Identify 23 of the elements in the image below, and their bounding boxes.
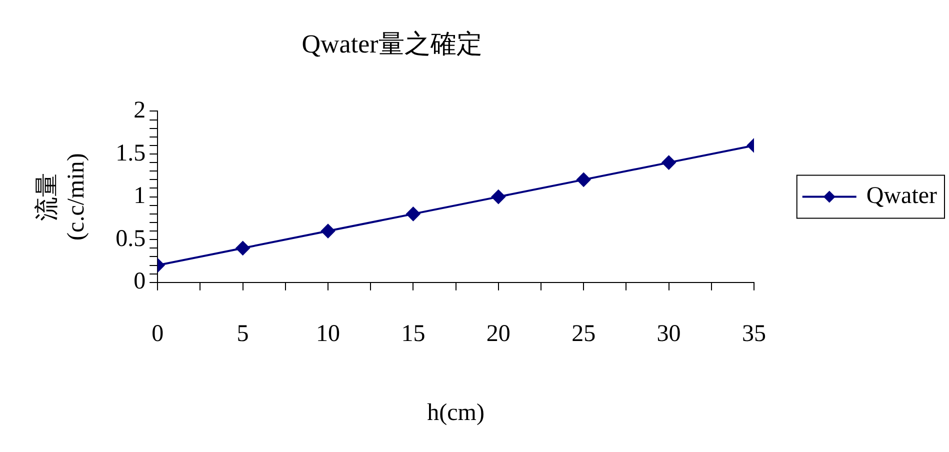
x-tick-label: 30 — [656, 321, 681, 348]
y-tick-label: 0 — [134, 268, 146, 295]
point — [406, 206, 420, 221]
point — [321, 224, 335, 238]
y-tick-label: 1.5 — [116, 140, 146, 166]
legend-label: Qwater — [866, 183, 938, 210]
x-tick-label: 25 — [572, 321, 596, 348]
y-tick-label: 0.5 — [116, 226, 146, 252]
x-tick-label: 15 — [401, 321, 426, 348]
x-tick-label: 5 — [236, 321, 249, 348]
x-tick-label: 35 — [742, 321, 766, 348]
x-tick-label: 0 — [152, 321, 164, 348]
y-axis-title: 流量 (c.c/min) — [34, 153, 90, 240]
point — [662, 156, 676, 170]
y-tick-label: 2 — [134, 97, 146, 124]
y-tick-label: 1 — [134, 183, 146, 210]
x-tick-label: 20 — [486, 321, 510, 348]
x-axis-title: h(cm) — [427, 400, 484, 426]
point — [491, 190, 506, 204]
point — [236, 241, 250, 256]
x-tick-label: 10 — [316, 321, 340, 348]
point — [576, 172, 591, 187]
chart-title: Qwater量之確定 — [302, 29, 482, 58]
